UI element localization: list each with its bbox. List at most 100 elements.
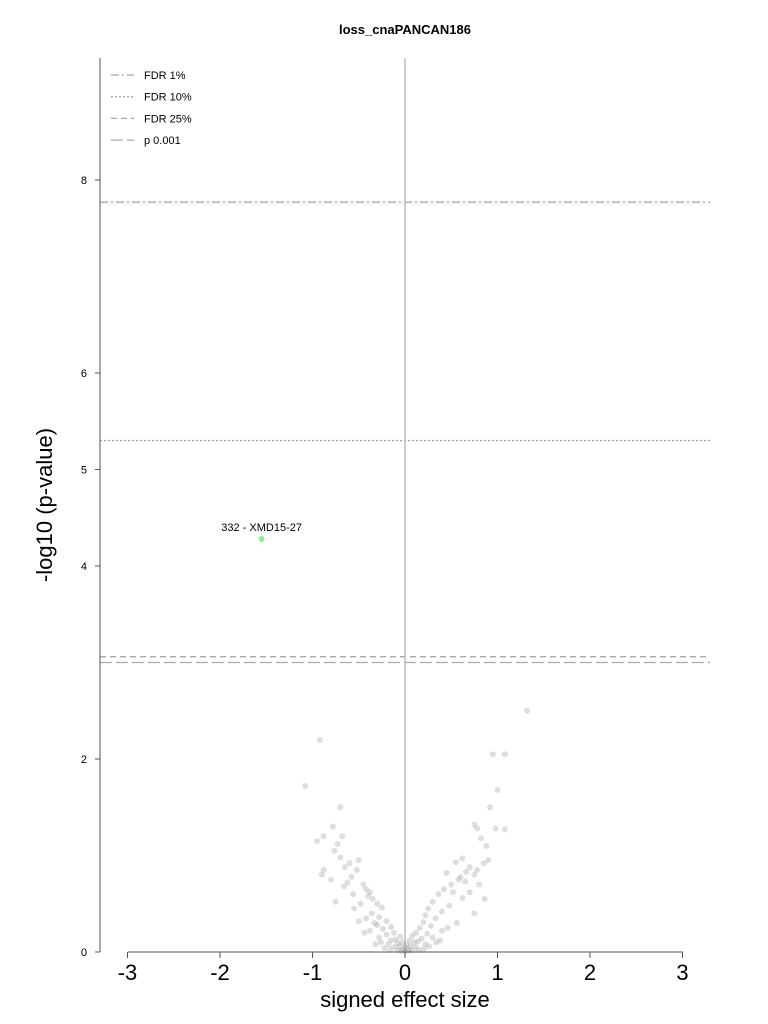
data-point-90: [399, 939, 406, 946]
data-point-33: [318, 871, 325, 878]
data-point-89: [414, 938, 421, 945]
data-point-60: [368, 910, 375, 917]
data-point-45: [440, 886, 447, 893]
y-axis-label: -log10 (p-value): [32, 428, 57, 582]
data-point-122: [457, 873, 464, 880]
data-point-41: [448, 881, 455, 888]
data-point-20: [337, 854, 344, 861]
data-point-64: [363, 915, 370, 922]
data-point-70: [374, 922, 381, 928]
data-point-22: [485, 857, 492, 864]
data-point-27: [341, 864, 348, 871]
data-point-116: [437, 937, 444, 944]
data-point-68: [355, 918, 362, 925]
data-point-61: [471, 910, 478, 917]
data-point-23: [355, 857, 362, 864]
data-point-110: [420, 946, 427, 953]
data-point-43: [476, 881, 482, 888]
x-tick-label-6: 3: [676, 960, 688, 985]
x-tick-label-2: -1: [303, 960, 323, 985]
data-point-35: [471, 871, 478, 878]
data-point-29: [320, 867, 327, 873]
data-point-40: [344, 879, 351, 886]
data-point-19: [331, 847, 338, 854]
data-point-69: [453, 920, 460, 926]
legend-label-1: FDR 10%: [144, 92, 192, 104]
x-ticks: -3 -2 -1 0 1 2 3: [118, 952, 689, 985]
data-point-121: [340, 883, 347, 890]
data-point-44: [363, 886, 370, 893]
data-point-47: [435, 891, 442, 898]
data-point-63: [422, 912, 429, 919]
x-tick-label-4: 1: [491, 960, 503, 985]
data-point-73: [416, 924, 423, 931]
data-point-30: [353, 867, 360, 873]
data-point-66: [383, 918, 390, 925]
data-point-82: [397, 933, 404, 940]
data-point-120: [466, 889, 473, 896]
data-point-8: [329, 823, 336, 830]
x-tick-label-0: -3: [118, 960, 138, 985]
highlight-point: [258, 535, 265, 542]
data-point-108: [398, 948, 405, 954]
data-point-79: [424, 930, 431, 937]
data-point-0: [524, 707, 531, 714]
data-point-46: [366, 889, 373, 896]
data-point-119: [371, 920, 378, 926]
data-point-125: [332, 898, 339, 905]
y-ticks: 0 2 4 5 6 8: [81, 175, 100, 959]
x-tick-label-3: 0: [399, 960, 411, 985]
data-point-118: [444, 924, 451, 931]
data-point-25: [452, 859, 459, 866]
data-point-86: [392, 936, 399, 943]
data-point-87: [406, 937, 413, 944]
data-point-84: [376, 934, 383, 941]
data-point-95: [422, 941, 429, 948]
x-axis-label: signed effect size: [320, 987, 490, 1012]
data-point-38: [328, 876, 334, 883]
data-point-15: [477, 835, 484, 842]
data-point-98: [402, 944, 408, 951]
y-tick-label-1: 2: [81, 754, 87, 766]
data-point-75: [439, 927, 445, 934]
data-point-56: [378, 904, 385, 911]
legend: FDR 1% FDR 10% FDR 25% p 0.001: [111, 70, 192, 147]
data-point-16: [320, 833, 327, 840]
data-point-54: [357, 900, 364, 907]
data-point-123: [350, 891, 357, 898]
data-point-78: [390, 929, 397, 936]
data-point-53: [429, 898, 436, 905]
data-point-94: [385, 941, 392, 948]
legend-label-2: FDR 25%: [144, 113, 192, 125]
y-tick-label-5: 8: [81, 175, 87, 187]
data-point-34: [443, 869, 450, 876]
data-point-9: [471, 821, 478, 828]
chart-title: loss_cnaPANCAN186: [339, 22, 471, 37]
data-point-93: [403, 941, 410, 948]
data-point-57: [425, 905, 432, 912]
data-point-6: [337, 804, 344, 811]
data-point-97: [407, 943, 414, 950]
data-point-28: [466, 864, 473, 871]
data-point-31: [474, 867, 481, 873]
data-point-32: [463, 868, 470, 875]
data-point-85: [418, 935, 425, 942]
data-point-42: [360, 881, 367, 888]
data-point-18: [483, 842, 490, 849]
data-point-76: [366, 927, 373, 934]
data-point-1: [316, 736, 323, 743]
data-point-36: [348, 873, 355, 880]
data-point-17: [334, 840, 341, 847]
data-point-21: [459, 855, 466, 862]
data-point-114: [433, 939, 440, 946]
data-point-14: [339, 833, 346, 840]
data-point-72: [388, 923, 395, 930]
data-point-67: [420, 919, 427, 926]
data-point-50: [369, 895, 376, 902]
legend-label-3: p 0.001: [144, 135, 181, 147]
data-point-10: [474, 825, 481, 832]
data-point-26: [480, 860, 487, 867]
data-point-99: [390, 944, 397, 951]
data-point-113: [372, 941, 379, 948]
data-point-77: [413, 929, 420, 936]
